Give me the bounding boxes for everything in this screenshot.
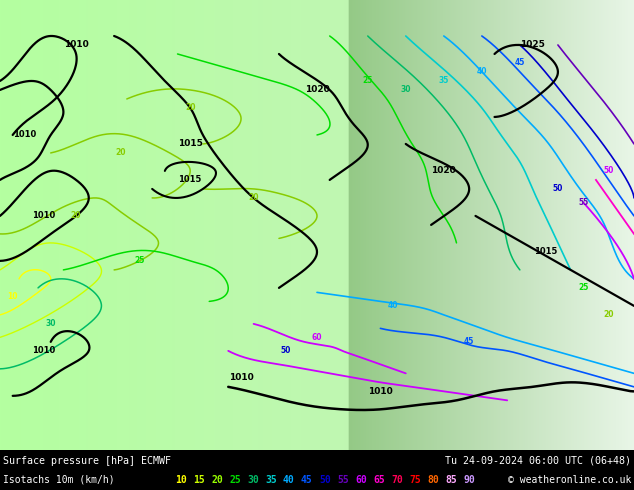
Text: 40: 40: [388, 301, 398, 310]
Text: 40: 40: [283, 475, 295, 485]
Text: 80: 80: [427, 475, 439, 485]
Text: 75: 75: [409, 475, 421, 485]
Text: 60: 60: [355, 475, 366, 485]
Text: 25: 25: [229, 475, 241, 485]
Text: 1010: 1010: [32, 346, 55, 355]
Text: 25: 25: [134, 256, 145, 266]
Text: 60: 60: [312, 333, 322, 342]
Text: 10: 10: [175, 475, 187, 485]
Text: 30: 30: [247, 475, 259, 485]
Text: Surface pressure [hPa] ECMWF: Surface pressure [hPa] ECMWF: [3, 456, 171, 466]
Text: 55: 55: [337, 475, 349, 485]
Text: 50: 50: [280, 346, 290, 355]
Text: 1010: 1010: [32, 211, 55, 220]
Text: 45: 45: [301, 475, 313, 485]
Text: 20: 20: [604, 310, 614, 319]
Text: Isotachs 10m (km/h): Isotachs 10m (km/h): [3, 475, 115, 485]
Text: 30: 30: [46, 319, 56, 328]
Text: 40: 40: [477, 68, 487, 76]
Text: 20: 20: [115, 148, 126, 157]
Text: 25: 25: [578, 283, 588, 293]
Text: 70: 70: [391, 475, 403, 485]
Text: 1010: 1010: [13, 130, 36, 140]
Text: 1015: 1015: [178, 140, 203, 148]
Text: 45: 45: [515, 58, 525, 68]
Text: 1010: 1010: [63, 41, 89, 49]
Text: 25: 25: [363, 76, 373, 85]
Text: Tu 24-09-2024 06:00 UTC (06+48): Tu 24-09-2024 06:00 UTC (06+48): [445, 456, 631, 466]
Text: 65: 65: [373, 475, 385, 485]
Text: 1010: 1010: [228, 373, 254, 382]
Text: 35: 35: [439, 76, 449, 85]
Text: 50: 50: [553, 184, 563, 194]
Text: 1010: 1010: [368, 387, 393, 396]
Text: 1020: 1020: [304, 85, 330, 95]
Text: 10: 10: [8, 293, 18, 301]
Text: 55: 55: [578, 198, 588, 207]
Text: 15: 15: [193, 475, 205, 485]
Text: 50: 50: [319, 475, 331, 485]
Text: 1020: 1020: [431, 167, 456, 175]
Text: 20: 20: [211, 475, 223, 485]
Text: 30: 30: [401, 85, 411, 95]
Text: 1015: 1015: [534, 247, 557, 256]
Text: 35: 35: [265, 475, 277, 485]
Text: 20: 20: [71, 211, 81, 220]
Text: 50: 50: [604, 167, 614, 175]
Text: 20: 20: [185, 103, 195, 113]
Text: 45: 45: [464, 337, 474, 346]
Text: 85: 85: [445, 475, 456, 485]
Text: 1015: 1015: [179, 175, 202, 184]
Text: 90: 90: [463, 475, 475, 485]
Text: © weatheronline.co.uk: © weatheronline.co.uk: [508, 475, 631, 485]
Text: 20: 20: [249, 194, 259, 202]
Text: 1025: 1025: [520, 41, 545, 49]
